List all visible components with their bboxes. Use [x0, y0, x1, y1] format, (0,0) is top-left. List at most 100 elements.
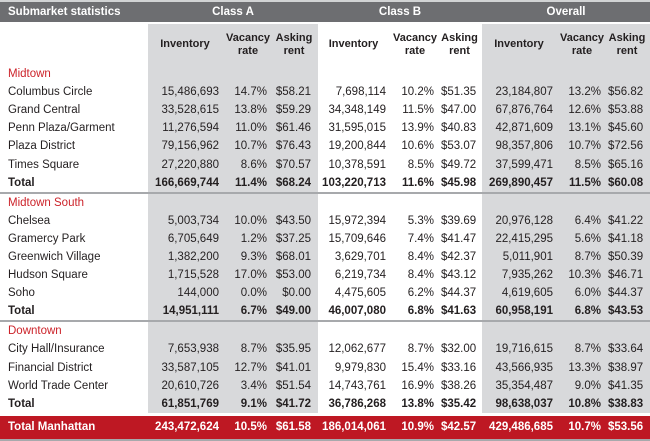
table-row: Times Square 27,220,880 8.6% $70.57 10,3… — [0, 155, 650, 174]
cell-overall-inventory: 7,935,262 — [482, 266, 560, 285]
cell-class-a-inventory: 144,000 — [148, 284, 226, 303]
cell-overall-inventory: 19,716,615 — [482, 340, 560, 359]
cell-class-a-vacancy-rate: 10.0% — [226, 211, 274, 230]
cell-overall-vacancy-rate: 10.3% — [560, 266, 608, 285]
table-row: Soho 144,000 0.0% $0.00 4,475,605 6.2% $… — [0, 284, 650, 303]
cell-class-b-vacancy-rate: 13.9% — [401, 122, 434, 135]
cell-class-b-inventory: 34,348,149 — [328, 104, 386, 117]
cell-class-b-inventory: 15,709,646 — [328, 232, 386, 245]
cell-class-a-inventory: 11,276,594 — [148, 119, 226, 138]
column-group-overall: Overall — [482, 1, 650, 24]
cell-class-a-vacancy-rate — [226, 321, 274, 341]
cell-overall-vacancy-rate — [560, 321, 608, 341]
sub-header-class-b-asking-rent: Asking rent — [441, 32, 478, 57]
cell-overall-vacancy-rate — [560, 65, 608, 84]
cell-class-b-inventory: 12,062,677 — [328, 343, 386, 356]
cell-class-b-asking-rent: $53.07 — [441, 140, 477, 153]
cell-class-b-vacancy-rate: 10.2% — [401, 86, 434, 99]
section-total-row: Total 166,669,744 11.4% $68.24 103,220,7… — [0, 173, 650, 194]
cell-class-b-asking-rent: $42.57 — [441, 412, 482, 440]
cell-class-b-asking-rent: $42.37 — [441, 250, 477, 263]
row-label: Total Manhattan — [0, 412, 148, 440]
cell-overall-asking-rent: $56.82 — [608, 83, 650, 102]
cell-class-a-asking-rent: $59.29 — [274, 101, 318, 120]
row-label: Columbus Circle — [0, 83, 148, 102]
cell-class-a-asking-rent: $53.00 — [274, 266, 318, 285]
cell-overall-vacancy-rate: 6.4% — [560, 211, 608, 230]
cell-overall-vacancy-rate: 13.2% — [560, 83, 608, 102]
cell-class-b-asking-rent: $33.16 — [441, 361, 477, 374]
cell-class-a-asking-rent: $37.25 — [274, 229, 318, 248]
cell-class-b-vacancy-rate: 10.9% — [393, 412, 441, 440]
cell-overall-inventory: 67,876,764 — [482, 101, 560, 120]
cell-class-b-inventory: 14,743,761 — [328, 379, 386, 392]
cell-class-a-inventory: 27,220,880 — [148, 155, 226, 174]
cell-class-a-asking-rent: $41.72 — [274, 394, 318, 416]
header-bar: Submarket statistics Class A Class B Ove… — [0, 1, 650, 24]
cell-class-a-asking-rent: $35.95 — [274, 340, 318, 359]
cell-class-a-inventory: 20,610,726 — [148, 376, 226, 395]
cell-overall-asking-rent: $41.18 — [608, 229, 650, 248]
row-label: Penn Plaza/Garment — [0, 119, 148, 138]
row-label: Midtown — [0, 65, 148, 84]
cell-class-a-inventory: 61,851,769 — [148, 394, 226, 416]
cell-class-b-vacancy-rate: 15.4% — [401, 361, 434, 374]
sub-header-class-a-asking-rent: Asking rent — [274, 23, 318, 65]
row-label: World Trade Center — [0, 376, 148, 395]
cell-class-a-vacancy-rate: 9.3% — [226, 247, 274, 267]
cell-overall-asking-rent: $41.35 — [608, 376, 650, 395]
cell-overall-inventory: 37,599,471 — [482, 155, 560, 174]
table-title: Submarket statistics — [0, 1, 148, 24]
cell-overall-inventory: 42,871,609 — [482, 119, 560, 138]
cell-class-a-inventory: 166,669,744 — [148, 173, 226, 194]
cell-class-b-vacancy-rate: 11.5% — [402, 104, 434, 117]
cell-class-b-vacancy-rate: 8.7% — [407, 343, 434, 356]
cell-overall-vacancy-rate: 6.8% — [560, 302, 608, 323]
cell-class-b-vacancy-rate — [393, 321, 441, 340]
cell-class-b-inventory: 36,786,268 — [318, 394, 393, 416]
row-label: Grand Central — [0, 101, 148, 120]
cell-class-a-asking-rent: $68.01 — [274, 247, 318, 267]
grand-total-row: Total Manhattan 243,472,624 10.5% $61.58… — [0, 412, 650, 440]
row-label: Total — [0, 394, 148, 416]
cell-class-b-asking-rent: $41.47 — [441, 232, 477, 245]
cell-class-a-inventory — [148, 321, 226, 341]
sub-header-class-a-vacancy-rate: Vacancy rate — [226, 23, 274, 65]
cell-class-a-asking-rent — [274, 321, 318, 341]
cell-class-a-inventory: 6,705,649 — [148, 229, 226, 248]
cell-class-a-asking-rent: $70.57 — [274, 155, 318, 174]
cell-class-a-inventory: 5,003,734 — [148, 211, 226, 230]
cell-overall-inventory: 98,357,806 — [482, 137, 560, 156]
cell-class-b-vacancy-rate: 8.5% — [407, 158, 434, 171]
cell-overall-asking-rent: $65.16 — [608, 155, 650, 174]
cell-overall-inventory: 43,566,935 — [482, 358, 560, 377]
row-label: Hudson Square — [0, 266, 148, 285]
cell-class-b-inventory: 15,972,394 — [328, 214, 386, 227]
cell-class-b-vacancy-rate — [393, 193, 441, 212]
cell-class-a-asking-rent: $43.50 — [274, 211, 318, 230]
cell-class-b-asking-rent: $40.83 — [441, 122, 477, 135]
cell-overall-vacancy-rate: 12.6% — [560, 101, 608, 120]
column-group-class-a: Class A — [148, 1, 318, 24]
cell-overall-inventory: 429,486,685 — [482, 412, 560, 440]
cell-class-b-inventory: 19,200,844 — [328, 140, 386, 153]
column-group-class-b: Class B — [318, 1, 482, 24]
row-label: Soho — [0, 284, 148, 303]
cell-class-a-asking-rent: $41.01 — [274, 358, 318, 377]
cell-class-b-vacancy-rate: 8.4% — [407, 250, 434, 263]
cell-overall-inventory — [482, 321, 560, 341]
cell-class-b-asking-rent: $32.00 — [441, 343, 477, 356]
cell-overall-inventory: 23,184,807 — [482, 83, 560, 102]
cell-class-b-inventory: 4,475,605 — [334, 287, 386, 300]
cell-overall-asking-rent: $33.64 — [608, 340, 650, 359]
cell-class-a-asking-rent: $51.54 — [274, 376, 318, 395]
cell-class-a-asking-rent: $76.43 — [274, 137, 318, 156]
section-total-row: Total 61,851,769 9.1% $41.72 36,786,268 … — [0, 394, 650, 416]
table-row: Financial District 33,587,105 12.7% $41.… — [0, 358, 650, 377]
cell-class-a-asking-rent: $61.46 — [274, 119, 318, 138]
cell-overall-vacancy-rate: 13.3% — [560, 358, 608, 377]
cell-overall-vacancy-rate: 8.5% — [560, 155, 608, 174]
cell-class-a-inventory: 79,156,962 — [148, 137, 226, 156]
cell-class-a-vacancy-rate: 12.7% — [226, 358, 274, 377]
table-row: Penn Plaza/Garment 11,276,594 11.0% $61.… — [0, 119, 650, 138]
